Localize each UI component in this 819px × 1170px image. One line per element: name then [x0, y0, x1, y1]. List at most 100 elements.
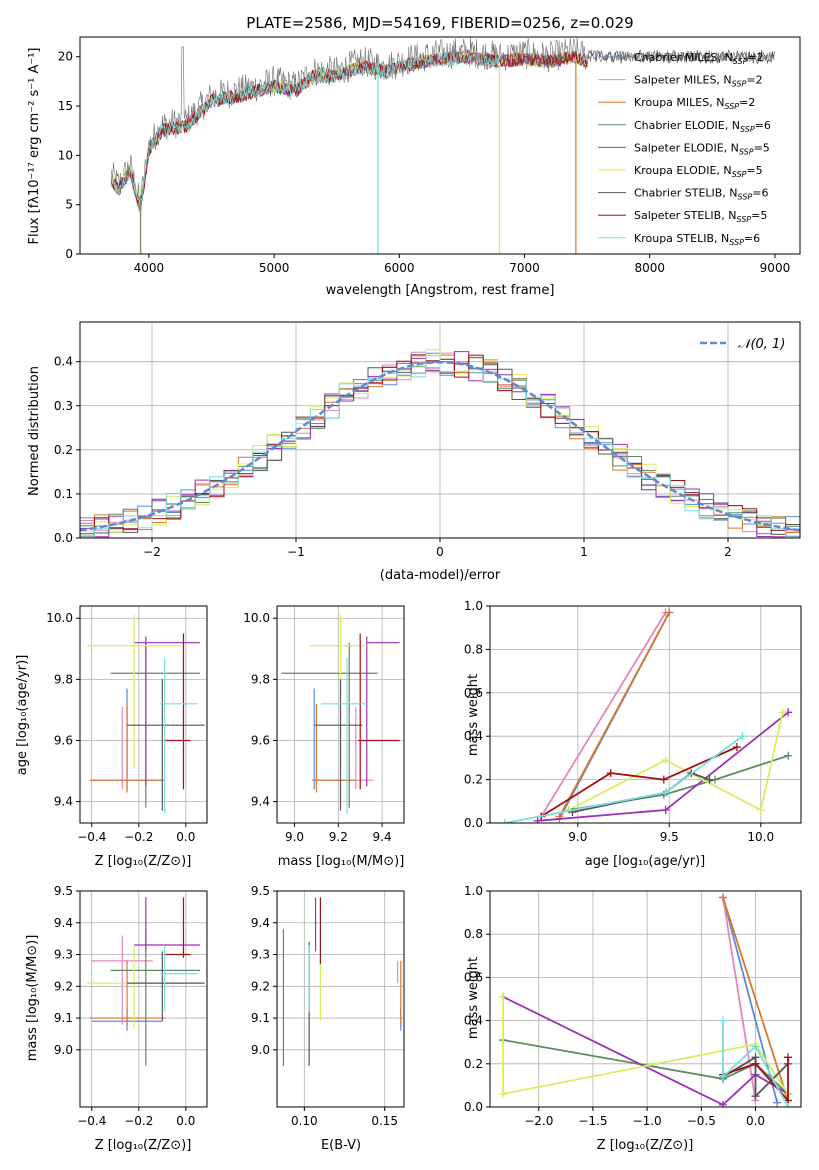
- y-tick-label: 0.6: [464, 686, 483, 700]
- residuals-legend: 𝒩(0, 1): [700, 337, 785, 352]
- x-tick-label: −1.0: [633, 1114, 662, 1128]
- y-tick-label: 9.4: [54, 916, 73, 930]
- age-z-xlabel: Z [log₁₀(Z/Z⊙)]: [95, 854, 192, 869]
- y-tick-label: 10.0: [46, 611, 73, 625]
- y-tick-label: 0.0: [464, 1100, 483, 1114]
- model-spectrum: [110, 51, 500, 210]
- weight-marker: [751, 1042, 760, 1051]
- y-tick-label: 9.4: [54, 795, 73, 809]
- plot-area: [80, 349, 800, 538]
- spectrum-legend: Chabrier MILES, NSSP=2 Salpeter MILES, NS…: [598, 51, 771, 247]
- legend-label: Salpeter ELODIE, NSSP=5: [634, 141, 770, 156]
- model-spectrum: [110, 51, 588, 214]
- weight-line: [502, 996, 789, 1096]
- weight-line: [568, 712, 784, 812]
- weight-marker: [533, 816, 542, 823]
- plot-area: [282, 897, 402, 1066]
- residuals-ylabel: Normed distribution: [27, 366, 42, 496]
- weight-marker: [773, 1098, 782, 1107]
- axes-frame: [489, 605, 802, 824]
- y-tick-label: 9.3: [251, 948, 270, 962]
- normal-curve: [80, 360, 800, 532]
- x-tick-label: −0.5: [687, 1114, 716, 1128]
- weight-marker: [732, 743, 741, 752]
- x-tick-label: 10.0: [747, 830, 774, 844]
- y-tick-label: 0.4: [464, 729, 483, 743]
- y-tick-label: 9.5: [251, 884, 270, 898]
- age-vs-metallicity-panel: −0.4 −0.2 0.0 9.4 9.6 9.8 10.0: [46, 605, 208, 844]
- age-vs-mass-panel: 9.0 9.2 9.4 9.4 9.6 9.8 10.0: [243, 605, 405, 844]
- residual-histogram: [80, 355, 800, 538]
- y-tick-label: 9.2: [251, 979, 270, 993]
- x-tick-label: 0: [436, 545, 444, 559]
- weight-line: [722, 1057, 789, 1103]
- weight-marker: [718, 1100, 727, 1107]
- weight-marker: [705, 775, 714, 784]
- axes-frame: [276, 890, 405, 1108]
- x-tick-label: −0.4: [77, 1114, 106, 1128]
- weight-line: [558, 612, 671, 817]
- x-tick-label: 0.10: [291, 1114, 318, 1128]
- y-tick-label: 0.2: [464, 1057, 483, 1071]
- x-tick-label: −1: [287, 545, 305, 559]
- x-tick-label: −1.5: [578, 1114, 607, 1128]
- axes-frame: [79, 890, 208, 1108]
- x-tick-label: 0.15: [371, 1114, 398, 1128]
- weight-marker: [738, 732, 747, 741]
- weight-age-xlabel: age [log₁₀(age/yr)]: [585, 854, 706, 869]
- weight-marker: [756, 805, 765, 814]
- plot-area: [110, 37, 775, 254]
- y-tick-label: 9.2: [54, 979, 73, 993]
- weight-marker: [661, 756, 670, 765]
- y-tick-label: 5: [65, 198, 73, 212]
- y-tick-label: 0.2: [54, 443, 73, 457]
- legend-label: Chabrier STELIB, NSSP=6: [634, 187, 768, 202]
- y-tick-label: 0: [65, 247, 73, 261]
- x-tick-label: 0.0: [746, 1114, 765, 1128]
- x-tick-label: 9.0: [568, 830, 587, 844]
- weight-vs-metallicity-panel: −2.0 −1.5 −1.0 −0.5 0.0 0.0 0.2 0.4 0.6 0.8 1.0: [464, 884, 802, 1128]
- y-tick-label: 20: [58, 50, 73, 64]
- y-tick-label: 1.0: [464, 599, 483, 613]
- weight-marker: [718, 1072, 727, 1081]
- weight-marker: [751, 1092, 760, 1101]
- weight-marker: [661, 805, 670, 814]
- legend-label: Salpeter STELIB, NSSP=5: [634, 209, 767, 224]
- legend-label: Kroupa STELIB, NSSP=6: [634, 232, 760, 247]
- weight-line: [722, 1055, 789, 1099]
- axes-frame: [276, 605, 405, 824]
- y-tick-label: 10: [58, 148, 73, 162]
- x-tick-label: −2.0: [524, 1114, 553, 1128]
- y-tick-label: 9.3: [54, 948, 73, 962]
- weight-marker: [718, 893, 727, 902]
- y-tick-label: 0.2: [464, 773, 483, 787]
- mass-z-xlabel: Z [log₁₀(Z/Z⊙)]: [95, 1138, 192, 1153]
- y-tick-label: 0.0: [54, 531, 73, 545]
- weight-marker: [606, 769, 615, 778]
- axes-frame: [79, 36, 801, 255]
- legend-label: Salpeter MILES, NSSP=2: [634, 74, 763, 89]
- y-tick-label: 9.6: [251, 733, 270, 747]
- legend-label: Kroupa ELODIE, NSSP=5: [634, 164, 763, 179]
- weight-line: [540, 746, 738, 818]
- y-tick-label: 9.0: [251, 1043, 270, 1057]
- weight-marker: [661, 788, 670, 797]
- weight-marker: [718, 1016, 727, 1025]
- y-tick-label: 0.4: [464, 1014, 483, 1028]
- plot-area: [87, 897, 205, 1066]
- age-z-ylabel: age [log₁₀(age/yr)]: [15, 655, 30, 776]
- age-mass-xlabel: mass [log₁₀(M/M⊙)]: [278, 854, 405, 869]
- y-tick-label: 9.1: [251, 1011, 270, 1025]
- weight-line: [502, 995, 789, 1106]
- weight-line: [540, 612, 667, 817]
- weight-marker: [784, 751, 793, 760]
- x-tick-label: 9.5: [660, 830, 679, 844]
- x-tick-label: 9.0: [285, 830, 304, 844]
- legend-normal-label: 𝒩(0, 1): [738, 337, 785, 352]
- legend-label: Chabrier ELODIE, NSSP=6: [634, 119, 771, 134]
- mass-z-ylabel: mass [log₁₀(M/M⊙)]: [25, 935, 40, 1062]
- weight-z-xlabel: Z [log₁₀(Z/Z⊙)]: [597, 1138, 694, 1153]
- y-tick-label: 1.0: [464, 884, 483, 898]
- x-tick-label: 0.0: [176, 1114, 195, 1128]
